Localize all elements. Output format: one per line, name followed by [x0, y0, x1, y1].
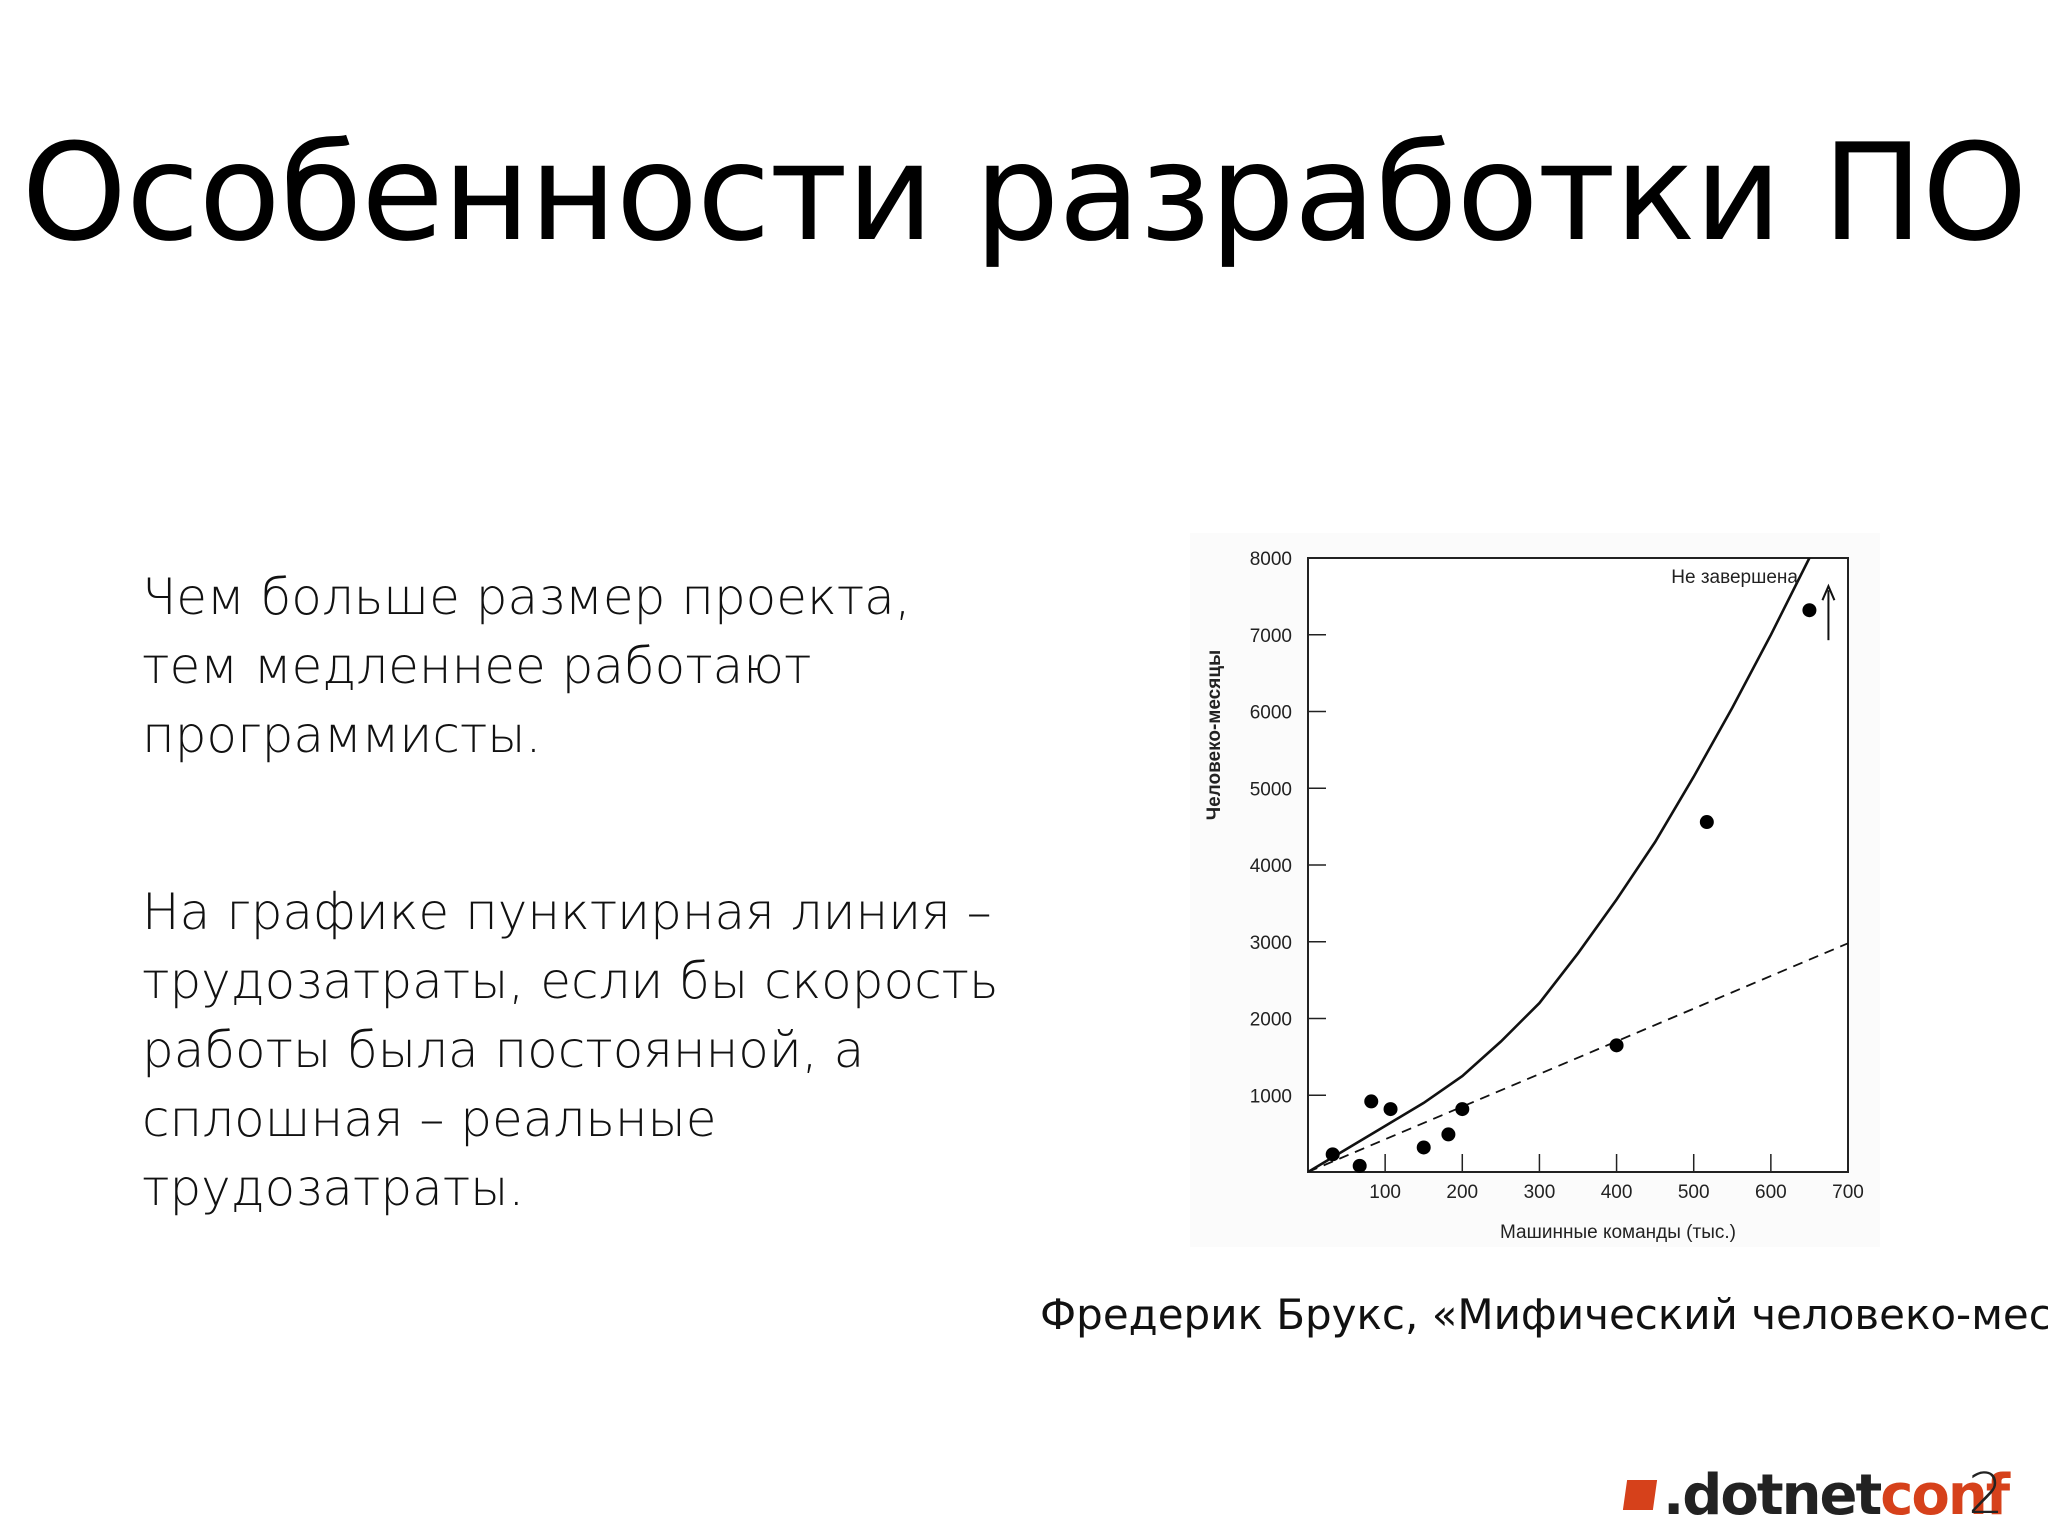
data-point	[1352, 1158, 1367, 1173]
source-caption: Фредерик Брукс, «Мифический человеко-мес…	[1040, 1290, 2048, 1339]
data-point	[1699, 815, 1714, 830]
solid-curve	[1308, 558, 1811, 1172]
plot-frame	[1307, 557, 1849, 1173]
x-tick-label: 100	[1369, 1182, 1401, 1203]
data-point	[1416, 1140, 1431, 1155]
data-point	[1455, 1102, 1470, 1117]
annotation-label: Не завершена	[1671, 567, 1798, 588]
slide-title: Особенности разработки ПО	[21, 115, 2028, 271]
x-tick-label: 400	[1601, 1182, 1633, 1203]
x-axis-label: Машинные команды (тыс.)	[1500, 1222, 1736, 1243]
y-tick-label: 4000	[1250, 856, 1292, 877]
logo-dotnet: dotnet	[1682, 1462, 1882, 1528]
y-tick-label: 5000	[1250, 779, 1292, 800]
paragraph-chart-explanation: На графике пунктирная линия – трудозатра…	[142, 883, 999, 1217]
paragraph-project-size: Чем больше размер проекта, тем медленнее…	[142, 568, 911, 764]
brooks-chart: 1000 2000 3000 4000 5000 6000 7000 8000 100 200 30…	[1204, 549, 1864, 1243]
data-point	[1325, 1147, 1340, 1162]
page-number: 2	[1968, 1462, 2004, 1527]
x-tick-label: 600	[1755, 1182, 1787, 1203]
data-point	[1802, 603, 1817, 618]
x-tick-label: 700	[1832, 1182, 1864, 1203]
y-tick-label: 6000	[1250, 703, 1292, 724]
dashed-line	[1308, 942, 1848, 1172]
x-tick-label: 200	[1446, 1182, 1478, 1203]
x-tick-label: 500	[1678, 1182, 1710, 1203]
dotnetconf-logo: . dotnet conf	[1622, 1462, 2010, 1528]
y-tick-label: 1000	[1250, 1086, 1292, 1107]
logo-square-icon	[1622, 1480, 1658, 1510]
arrow-up-icon	[1821, 583, 1836, 601]
data-point	[1364, 1094, 1379, 1109]
y-tick-label: 2000	[1250, 1010, 1292, 1031]
logo-conf: conf	[1880, 1462, 2010, 1528]
chart-container: 1000 2000 3000 4000 5000 6000 7000 8000 100 200 30…	[1190, 533, 1880, 1247]
y-tick-label: 8000	[1250, 549, 1292, 570]
y-tick-label: 3000	[1250, 933, 1292, 954]
data-point	[1441, 1127, 1456, 1142]
x-tick-label: 300	[1524, 1182, 1556, 1203]
logo-dot: .	[1663, 1462, 1684, 1528]
y-tick-label: 7000	[1250, 626, 1292, 647]
data-point	[1383, 1102, 1398, 1117]
data-point	[1609, 1038, 1624, 1053]
y-axis-label: Человеко-месяцы	[1204, 650, 1225, 820]
